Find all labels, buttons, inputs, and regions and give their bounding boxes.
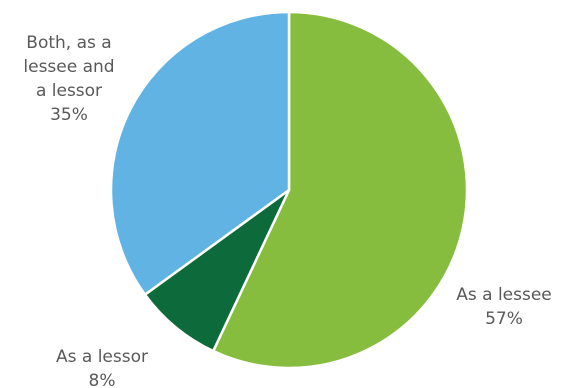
pie-slices bbox=[109, 10, 469, 370]
pie-slice-1 bbox=[143, 188, 291, 353]
slice-labels: As a lessee 57% As a lessor 8% Both, as a les… bbox=[23, 33, 551, 388]
pie-slice-0 bbox=[211, 10, 469, 370]
slice-label-2: Both, as a lessee and a lessor 35% bbox=[23, 33, 114, 125]
slice-name-line-2-2: a lessor bbox=[36, 81, 102, 101]
slice-name-line-2-1: lessee and bbox=[23, 57, 114, 77]
slice-percent-1: 8% bbox=[89, 371, 116, 388]
pie-slice-2 bbox=[109, 10, 291, 296]
slice-name-line-2-0: Both, as a bbox=[26, 33, 111, 53]
slice-percent-0: 57% bbox=[485, 309, 523, 329]
slice-percent-2: 35% bbox=[50, 105, 88, 125]
slice-label-1: As a lessor 8% bbox=[56, 347, 148, 388]
slice-name-line-1-0: As a lessor bbox=[56, 347, 148, 367]
slice-label-0: As a lessee 57% bbox=[456, 285, 552, 329]
slice-name-line-0-0: As a lessee bbox=[456, 285, 552, 305]
